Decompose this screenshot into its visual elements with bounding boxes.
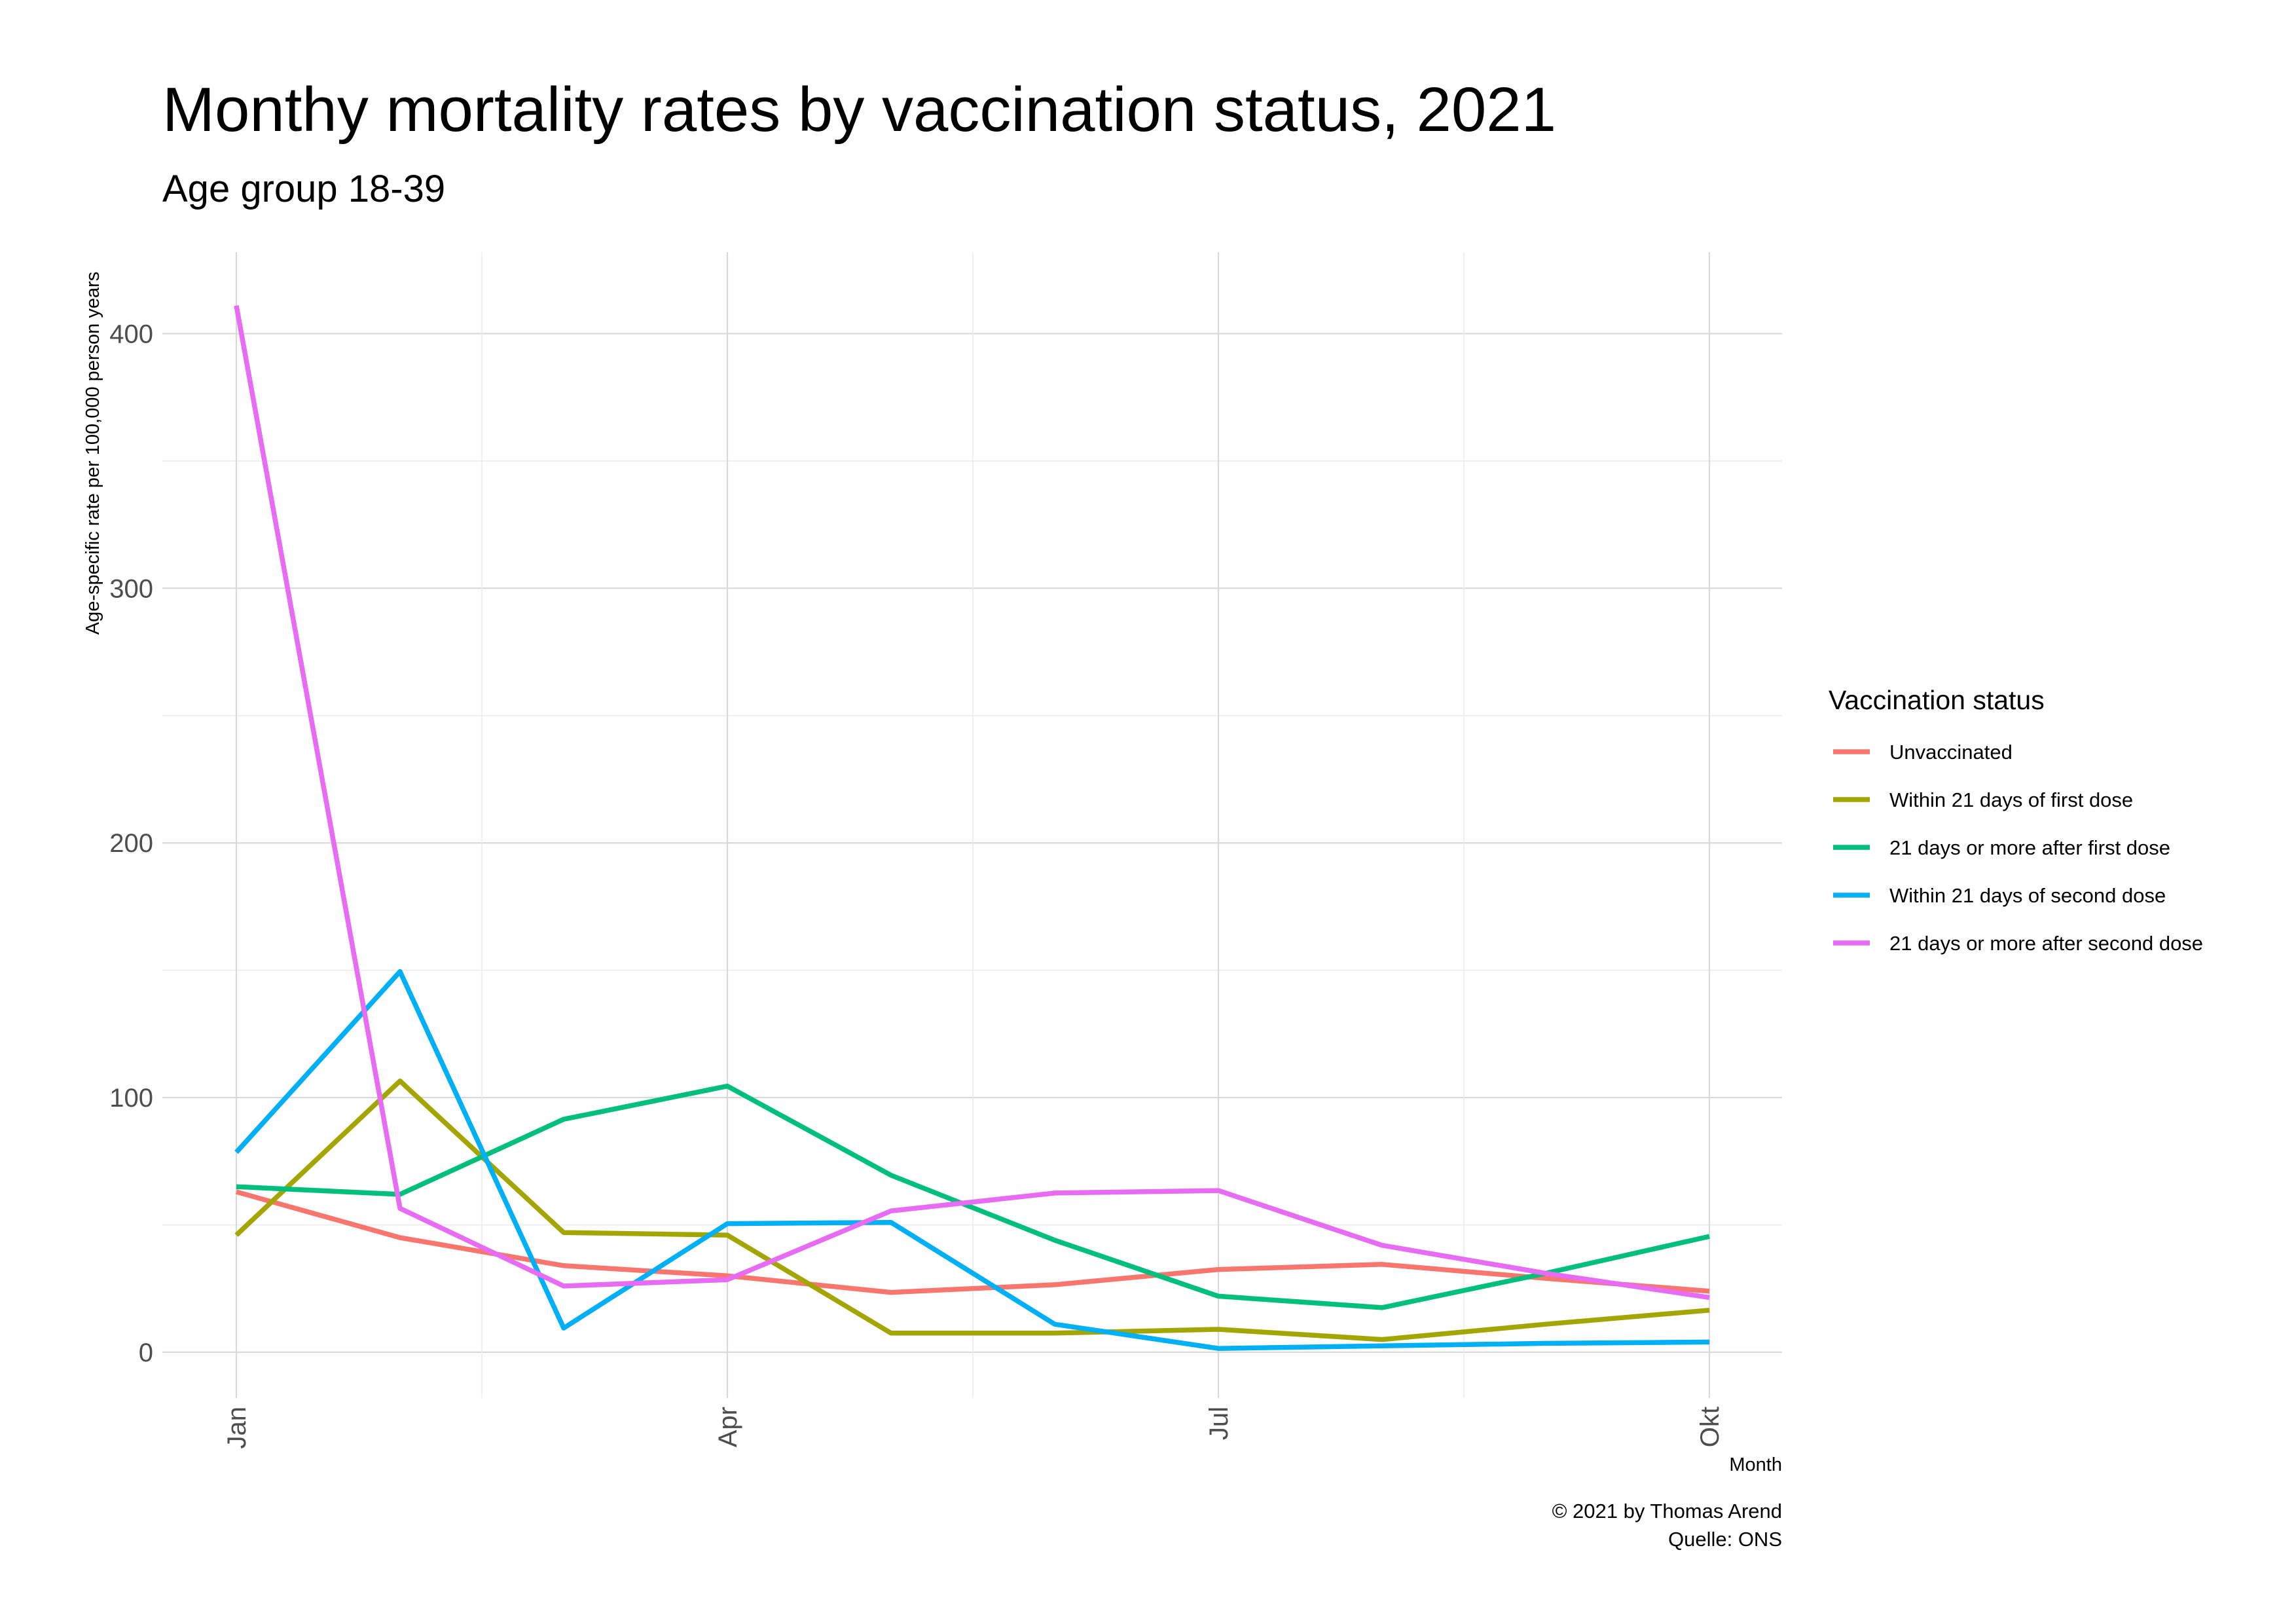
legend-label-2: Within 21 days of first dose [1889, 788, 2133, 811]
legend: Vaccination status Unvaccinated Within 21… [1829, 685, 2203, 955]
y-axis-label: Age-specific rate per 100,000 person yea… [82, 272, 103, 635]
chart-subtitle: Age group 18-39 [162, 168, 445, 210]
caption-source: Quelle: ONS [1668, 1528, 1782, 1551]
x-tick-label: Apr [714, 1407, 742, 1447]
legend-title: Vaccination status [1829, 685, 2045, 715]
series-line-1 [235, 1189, 1710, 1295]
y-tick-label: 100 [109, 1084, 153, 1113]
y-axis-ticks: 0 100 200 300 400 [109, 320, 153, 1367]
legend-label-4: Within 21 days of second dose [1889, 884, 2166, 907]
y-tick-label: 300 [109, 574, 153, 603]
chart-title: Monthy mortality rates by vaccination st… [162, 75, 1556, 145]
caption-credit: © 2021 by Thomas Arend [1552, 1500, 1782, 1522]
series-line-4 [234, 969, 1710, 1351]
series-line-5 [234, 305, 1710, 1301]
x-tick-label: Jul [1205, 1407, 1233, 1440]
series-lines [234, 305, 1710, 1351]
series-line-3 [236, 1083, 1710, 1310]
y-tick-label: 200 [109, 829, 153, 858]
y-tick-label: 400 [109, 320, 153, 348]
y-tick-label: 0 [139, 1338, 153, 1367]
legend-label-1: Unvaccinated [1889, 741, 2013, 764]
legend-label-5: 21 days or more after second dose [1889, 932, 2203, 955]
grid [162, 252, 1782, 1398]
x-axis-ticks: Jan Apr Jul Okt [223, 1407, 1724, 1449]
x-tick-label: Jan [223, 1407, 251, 1449]
legend-label-3: 21 days or more after first dose [1889, 836, 2170, 859]
x-tick-label: Okt [1696, 1407, 1724, 1447]
x-axis-label: Month [1729, 1454, 1782, 1475]
